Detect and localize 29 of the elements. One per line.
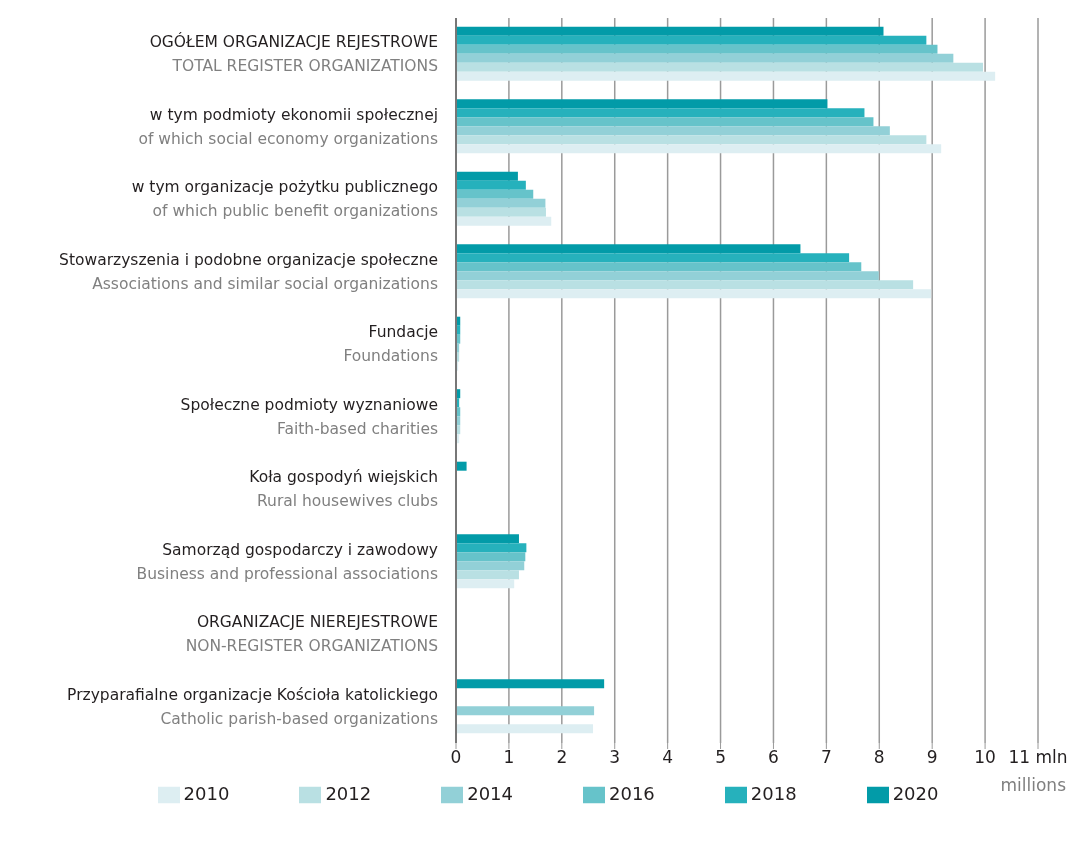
- y-tick-label: Samorząd gospodarczy i zawodowy Business and professional associations: [136, 540, 438, 583]
- x-tick-label: 1: [503, 747, 515, 768]
- x-tick-label: 4: [662, 747, 674, 768]
- x-tick-label: 3: [609, 747, 621, 768]
- x-tick-label: 0: [450, 747, 462, 768]
- y-tick-label: Społeczne podmioty wyznaniowe Faith-based charities: [180, 395, 438, 438]
- legend-label: 2012: [325, 783, 372, 804]
- legend-label: 2016: [609, 783, 655, 804]
- y-tick-label: Stowarzyszenia i podobne organizacje społeczne Associations and similar social organizations: [59, 250, 438, 293]
- y-tick-label: OGÓŁEM ORGANIZACJE REJESTROWE TOTAL REGISTER ORGANIZATIONS: [149, 32, 438, 76]
- x-tick-label: 6: [768, 747, 779, 768]
- y-tick-label: w tym organizacje pożytku publicznego of which public benefit organizations: [131, 178, 438, 221]
- x-tick-label: 10: [974, 747, 996, 768]
- x-tick-label: 11 mln: [1008, 747, 1068, 768]
- y-tick-label: ORGANIZACJE NIEREJESTROWE NON-REGISTER ORGANIZATIONS: [185, 613, 438, 656]
- x-tick-label: 8: [873, 747, 885, 768]
- x-tick-label: 9: [926, 747, 938, 768]
- legend-label: 2020: [892, 783, 939, 804]
- legend-label: 2018: [750, 783, 797, 804]
- x-tick-label: 5: [715, 747, 726, 768]
- y-tick-label: w tym podmioty ekonomii społecznej of which social economy organizations: [138, 105, 438, 148]
- legend-label: 2014: [467, 783, 513, 804]
- x-tick-label: 2: [556, 747, 568, 768]
- x-axis-title: millions: [1000, 775, 1067, 795]
- y-tick-label: Przyparafialne organizacje Kościoła katolickiego Catholic parish-based organizations: [67, 685, 438, 728]
- y-tick-label: Fundacje Foundations: [343, 323, 438, 366]
- legend-label: 2010: [183, 783, 230, 804]
- y-tick-label: Koła gospodyń wiejskich Rural housewives clubs: [249, 468, 438, 511]
- x-tick-label: 7: [820, 747, 832, 768]
